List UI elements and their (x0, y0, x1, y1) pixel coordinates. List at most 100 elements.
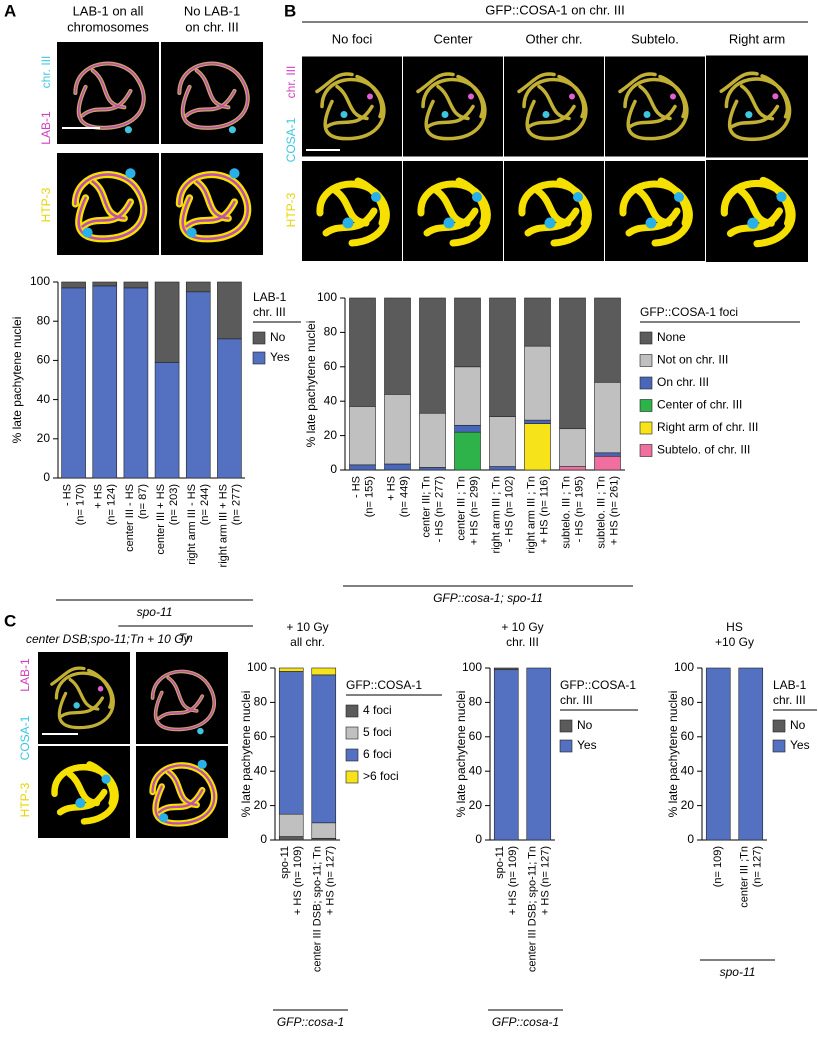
group-label: spo-11 (137, 605, 173, 619)
panel-caption: center DSB;spo-11;Tn + 10 Gy (26, 632, 191, 646)
x-tick-sublabel: (n= 203) (168, 484, 180, 525)
legend-swatch (639, 444, 653, 457)
y-tick-label: 60 (324, 359, 338, 373)
x-tick-label: - HS (350, 476, 362, 498)
bar-segment (278, 671, 304, 815)
x-tick-label: center III DSB; spo-11; Tn (527, 846, 539, 972)
legend-title: LAB-1 (253, 290, 287, 304)
bar-segment (526, 667, 552, 841)
bar-segment (559, 428, 586, 467)
legend-swatch (345, 704, 359, 718)
x-tick-sublabel: (n= 244) (199, 484, 211, 525)
micrograph (605, 55, 705, 158)
column-header: Right arm (729, 31, 785, 46)
stain-label: HTP-3 (39, 187, 53, 222)
x-tick-sublabel: + HS (n= 109) (507, 846, 519, 915)
micrograph (134, 652, 230, 744)
legend-swatch (252, 351, 266, 365)
bar-segment (559, 297, 586, 430)
bar-segment (349, 464, 376, 471)
x-tick-sublabel: - HS (n= 195) (573, 476, 585, 542)
x-tick-sublabel: - HS (n= 102) (503, 476, 515, 542)
y-tick-label: 20 (469, 798, 483, 812)
stain-label: LAB-1 (18, 658, 32, 692)
bar-segment (594, 452, 621, 457)
bar-segment (278, 836, 304, 841)
bar-segment (493, 667, 519, 671)
bar-segment (454, 366, 481, 426)
x-tick-label: - HS (61, 484, 73, 506)
x-tick-label: + HS (93, 484, 105, 509)
bar-segment (419, 297, 446, 414)
y-tick-label: 100 (317, 290, 337, 304)
y-tick-label: 60 (469, 729, 483, 743)
bar-segment (419, 467, 446, 471)
y-axis-title: % late pachytene nuclei (304, 321, 318, 448)
x-tick-sublabel: + HS (n= 127) (540, 846, 552, 915)
chart-title: +10 Gy (715, 635, 754, 649)
legend-label: Yes (790, 738, 810, 752)
stain-label: HTP-3 (284, 192, 298, 227)
y-tick-label: 100 (30, 274, 50, 288)
bar-segment (384, 463, 411, 471)
y-axis-title: % late pachytene nuclei (666, 691, 680, 818)
x-tick-sublabel: (n= 87) (137, 484, 149, 519)
stain-label: COSA-1 (18, 715, 32, 760)
x-tick-label: subtelo. III ; Tn (595, 476, 607, 549)
legend-swatch (639, 331, 653, 345)
legend-title: chr. III (253, 305, 286, 319)
column-header: Center (433, 31, 473, 46)
legend-label: 4 foci (363, 703, 392, 717)
legend-swatch (345, 770, 359, 784)
legend-title: LAB-1 (773, 678, 807, 692)
bar-segment (454, 431, 481, 471)
bar-segment (278, 667, 304, 672)
bar-segment (92, 285, 118, 479)
y-axis-title: % late pachytene nuclei (239, 691, 253, 818)
micrograph (302, 55, 402, 158)
bar-segment (123, 287, 149, 479)
y-tick-label: 60 (681, 729, 695, 743)
x-tick-sublabel: (n= 127) (752, 846, 764, 887)
y-tick-label: 20 (324, 428, 338, 442)
x-tick-label: right arm III ; Tn (490, 476, 502, 553)
stain-label: chr. III (39, 56, 53, 89)
y-tick-label: 40 (324, 393, 338, 407)
legend-swatch (559, 719, 573, 733)
bar-segment (493, 669, 519, 841)
bar-segment (454, 424, 481, 433)
legend-swatch (639, 421, 653, 435)
bar-segment (123, 281, 149, 289)
bar-segment (594, 455, 621, 471)
cartoon (57, 153, 159, 255)
bar-segment (489, 416, 516, 467)
column-header: LAB-1 on all (73, 3, 144, 18)
bar-segment (61, 281, 86, 289)
y-tick-label: 0 (475, 832, 482, 846)
column-header: chromosomes (67, 19, 149, 34)
x-tick-sublabel: + HS (n= 261) (608, 476, 620, 545)
legend-label: Subtelo. of chr. III (657, 443, 750, 457)
bar-segment (217, 338, 242, 479)
x-tick-sublabel: (n= 124) (106, 484, 118, 525)
group-label: GFP::cosa-1 (277, 1015, 344, 1029)
group-label: GFP::cosa-1; spo-11 (433, 591, 543, 605)
legend-swatch (772, 739, 786, 753)
y-tick-label: 40 (254, 763, 268, 777)
bar-segment (524, 297, 551, 347)
micrograph (161, 42, 263, 144)
legend-label: No (577, 718, 593, 732)
x-tick-sublabel: (n= 170) (74, 484, 86, 525)
bar-segment (524, 345, 551, 421)
y-tick-label: 100 (674, 660, 694, 674)
chart-title: + 10 Gy (501, 620, 543, 634)
y-tick-label: 80 (324, 325, 338, 339)
x-tick-label: subtelo. III ; Tn (560, 476, 572, 549)
cartoon (504, 161, 604, 261)
legend-label: None (657, 330, 686, 344)
bar-segment (349, 297, 376, 407)
legend-label: On chr. III (657, 375, 709, 389)
micrograph (403, 55, 503, 158)
bar-segment (559, 466, 586, 471)
